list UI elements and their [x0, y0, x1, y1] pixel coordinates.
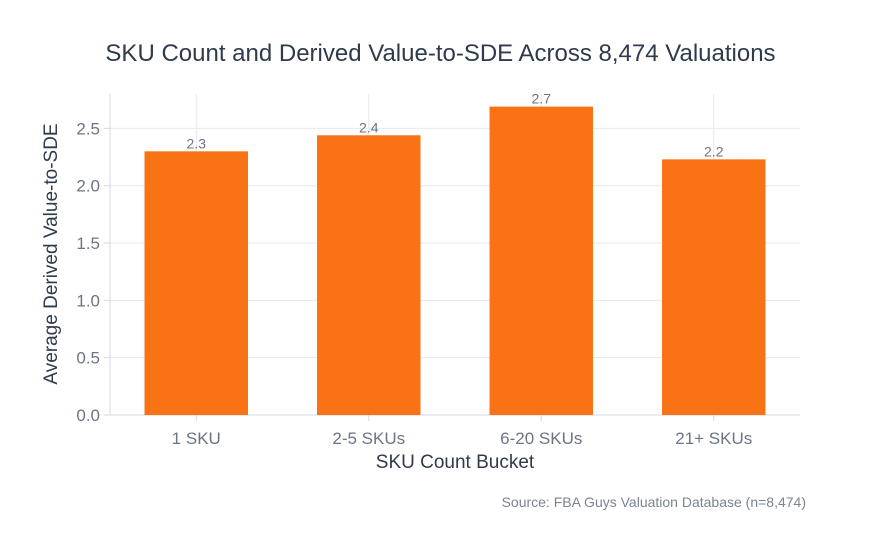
x-tick-label: 2-5 SKUs [332, 429, 405, 448]
y-tick-label: 1.5 [76, 234, 100, 253]
x-tick-label: 21+ SKUs [675, 429, 752, 448]
source-note: Source: FBA Guys Valuation Database (n=8… [501, 494, 806, 510]
y-tick-label: 2.5 [76, 119, 100, 138]
bar [317, 135, 421, 415]
bar-value-label: 2.7 [532, 91, 552, 107]
bar [662, 159, 766, 415]
bar [144, 151, 248, 416]
bar-value-label: 2.4 [359, 119, 379, 135]
y-tick-label: 1.0 [76, 291, 100, 310]
x-tick-label: 1 SKU [172, 429, 221, 448]
y-axis-title: Average Derived Value-to-SDE [41, 123, 62, 385]
y-tick-label: 2.0 [76, 177, 100, 196]
x-axis-title: SKU Count Bucket [375, 452, 535, 473]
bar [489, 106, 593, 415]
x-tick-label: 6-20 SKUs [500, 429, 582, 448]
bar-value-label: 2.3 [187, 135, 207, 151]
chart-title: SKU Count and Derived Value-to-SDE Acros… [105, 40, 776, 67]
bar-value-label: 2.2 [704, 143, 724, 159]
y-tick-label: 0.5 [76, 349, 100, 368]
y-tick-label: 0.0 [76, 406, 100, 425]
